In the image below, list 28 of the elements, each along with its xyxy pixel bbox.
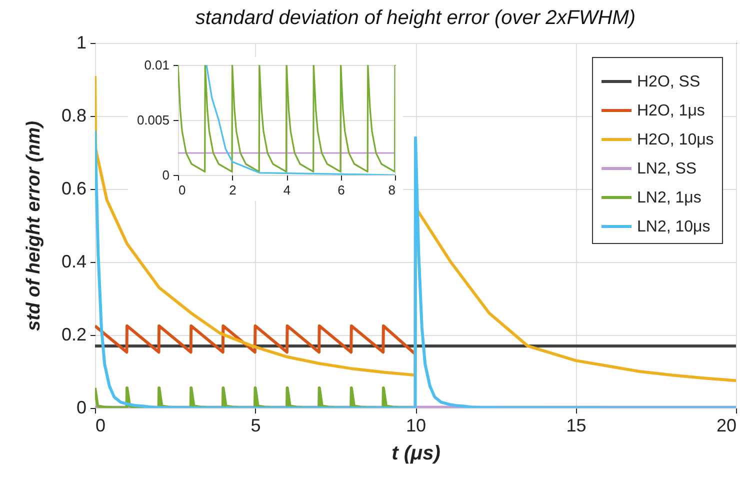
x-tick-label: 15 [566, 416, 586, 436]
legend-label: H2O, 10μs [637, 132, 714, 148]
x-tick-label: 20 [716, 416, 736, 436]
y-tick-label: 0 [162, 168, 170, 182]
legend-label: LN2, SS [637, 160, 697, 178]
legend-label: H2O, 1μs [637, 102, 705, 120]
x-tick-label: 8 [388, 182, 396, 198]
y-tick-label: 0.8 [61, 106, 86, 126]
legend-label: LN2, 1μs [637, 190, 702, 206]
legend-label: LN2, 10μs [637, 218, 710, 236]
x-tick-label: 10 [406, 416, 426, 436]
y-axis-title: std of height error (nm) [23, 120, 44, 332]
x-tick-label: 6 [338, 182, 345, 198]
x-tick-label: 0 [96, 416, 106, 436]
x-tick-label: 5 [250, 416, 261, 436]
y-tick-label: 0.005 [136, 112, 170, 128]
legend-label: H2O, SS [637, 74, 700, 90]
y-tick-label: 0.01 [144, 58, 170, 72]
x-tick-label: 0 [178, 182, 186, 198]
chart-title: standard deviation of height error (over 2xFWHM) [195, 7, 636, 29]
x-tick-label: 4 [283, 182, 291, 198]
y-tick-label: 0.4 [61, 252, 86, 272]
x-axis-title: t (μs) [392, 442, 441, 464]
y-tick-label: 0 [76, 398, 86, 418]
y-tick-label: 1 [76, 32, 86, 52]
y-tick-label: 0.2 [61, 324, 86, 344]
x-tick-label: 2 [229, 182, 236, 198]
y-tick-label: 0.6 [61, 178, 86, 198]
